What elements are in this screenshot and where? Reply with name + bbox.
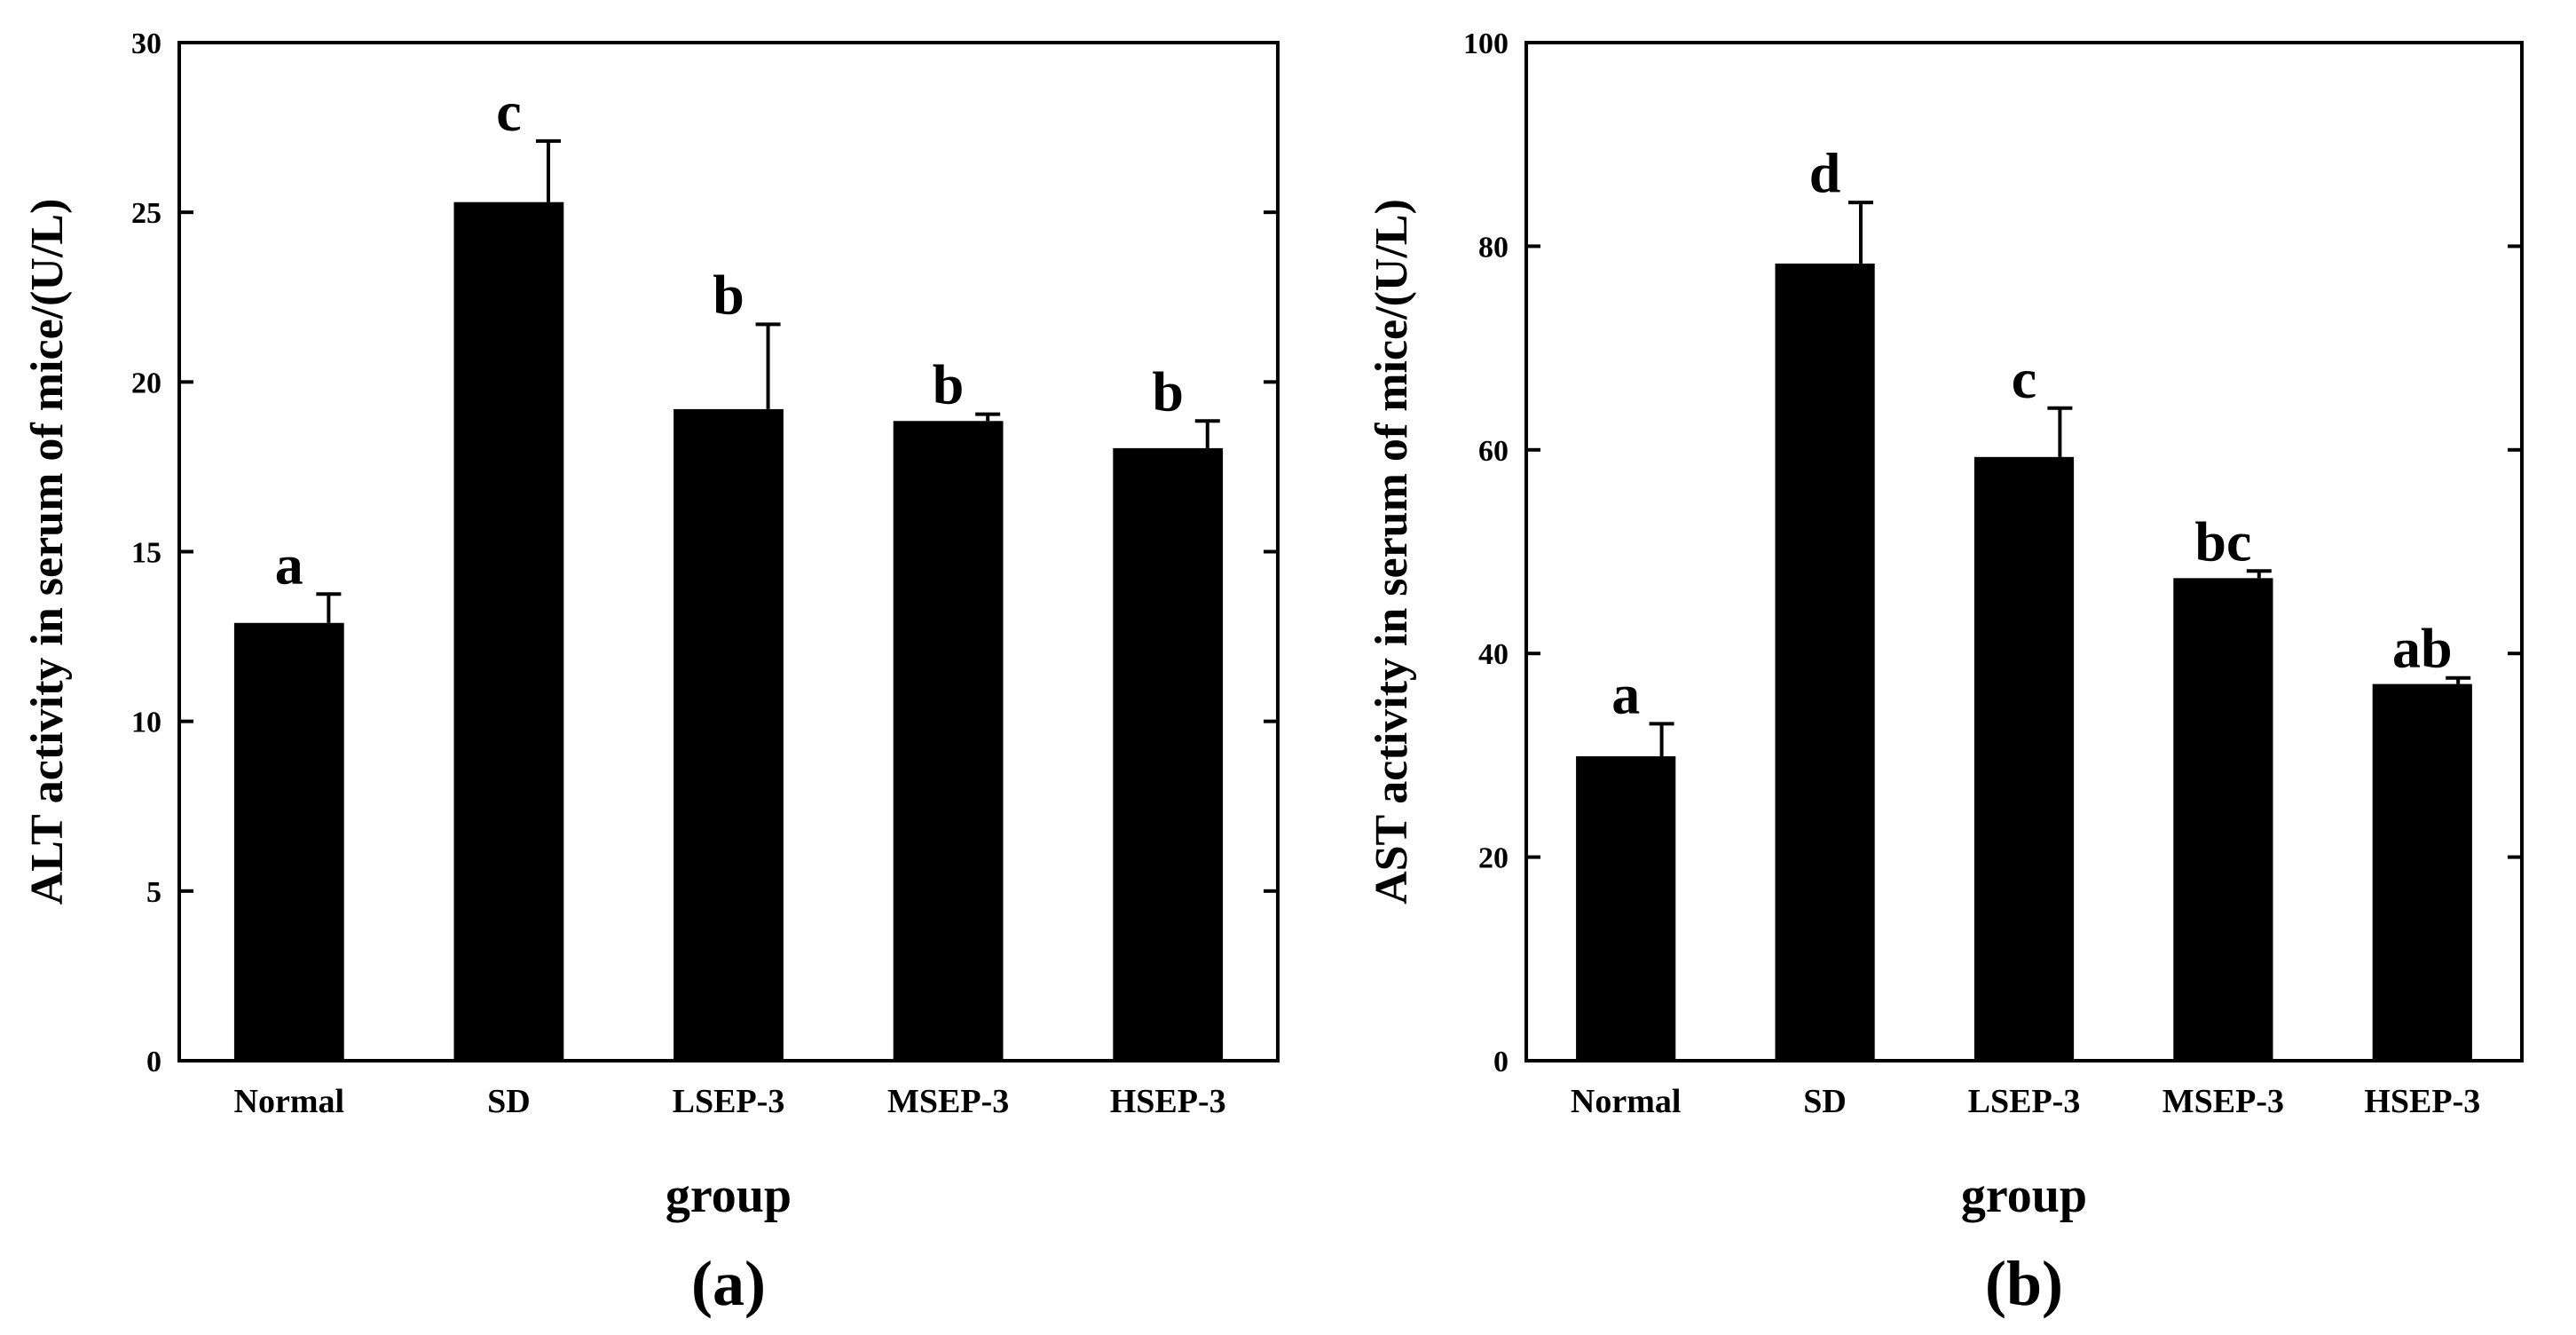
y-tick-label: 40	[1478, 638, 1509, 671]
category-label: MSEP-3	[2162, 1083, 2284, 1120]
significance-label: c	[2012, 347, 2036, 410]
y-tick-label: 20	[131, 367, 161, 399]
category-label: HSEP-3	[2364, 1083, 2480, 1120]
significance-label: ab	[2392, 617, 2453, 680]
category-label: LSEP-3	[673, 1083, 785, 1120]
chart-panel-b: a Normal d SD c LSEP-3 bc MSEP-3 ab HSEP-3 0 20 40 60…	[1367, 28, 2524, 1319]
y-tick-label: 10	[131, 707, 161, 739]
significance-label: bc	[2194, 510, 2251, 573]
y-tick-label: 15	[131, 537, 161, 570]
x-axis-title: group	[666, 1168, 792, 1223]
y-tick-label: 20	[1478, 842, 1509, 875]
category-label: HSEP-3	[1110, 1083, 1226, 1120]
y-tick-label: 30	[131, 28, 161, 60]
y-tick-label: 80	[1478, 231, 1509, 264]
y-tick-label: 0	[1493, 1046, 1509, 1078]
bar-hsep-3	[1113, 447, 1224, 1062]
panel-label: (a)	[691, 1248, 766, 1319]
bar-lsep-3	[1973, 456, 2075, 1061]
category-label: SD	[1803, 1083, 1847, 1120]
significance-label: c	[496, 80, 521, 143]
y-tick-label: 0	[146, 1046, 161, 1078]
y-tick-label: 100	[1463, 28, 1509, 60]
category-label: SD	[487, 1083, 531, 1120]
chart-panel-a: a Normal c SD b LSEP-3 b MSEP-3 b HSEP-3 0 5 10 15 20 2…	[22, 28, 1280, 1319]
category-label: Normal	[1571, 1083, 1682, 1120]
category-label: MSEP-3	[887, 1083, 1009, 1120]
bar-lsep-3	[674, 408, 784, 1061]
plot-frame	[1524, 41, 2524, 1062]
y-axis-title: AST activity in serum of mice/(U/L)	[1367, 199, 1417, 904]
bar-normal	[1576, 756, 1676, 1061]
significance-label: a	[275, 533, 303, 596]
bar-msep-3	[893, 421, 1004, 1062]
significance-label: b	[933, 353, 965, 416]
category-label: LSEP-3	[1968, 1083, 2081, 1120]
y-axis-title: ALT activity in serum of mice/(U/L)	[22, 199, 73, 905]
x-axis-title: group	[1961, 1168, 2087, 1223]
panel-label: (b)	[1985, 1248, 2063, 1319]
y-tick-label: 25	[131, 197, 161, 230]
significance-label: d	[1809, 141, 1841, 204]
y-tick-label: 60	[1478, 435, 1509, 468]
bar-msep-3	[2173, 578, 2273, 1061]
bar-hsep-3	[2372, 683, 2472, 1061]
category-label: Normal	[234, 1083, 345, 1120]
significance-label: b	[1152, 359, 1184, 423]
bar-sd	[1775, 263, 1875, 1061]
significance-label: b	[713, 263, 744, 326]
bar-normal	[233, 622, 344, 1061]
y-tick-label: 5	[146, 876, 161, 909]
bar-sd	[453, 201, 564, 1062]
significance-label: a	[1611, 662, 1640, 725]
